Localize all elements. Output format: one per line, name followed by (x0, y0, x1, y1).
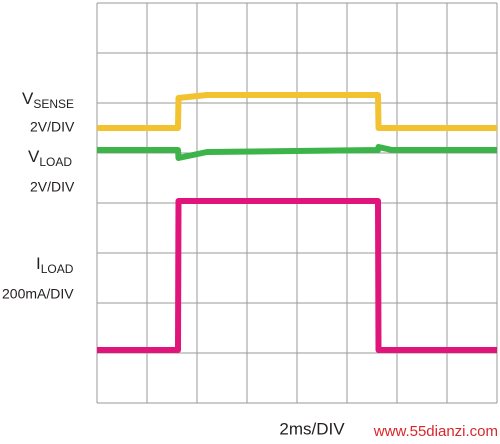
trace (97, 144, 497, 161)
watermark: www.55dianzi.com (373, 423, 498, 440)
channel-label: VLOAD (28, 147, 72, 169)
channel-symbol: V (22, 89, 34, 108)
trace (97, 198, 497, 353)
channel-subscript: LOAD (39, 155, 72, 169)
channel-label: ILOAD (36, 254, 74, 276)
channel-scale: 200mA/DIV (2, 286, 74, 302)
channel-scale: 2V/DIV (30, 119, 75, 135)
channel-symbol: V (28, 147, 40, 166)
x-axis-label: 2ms/DIV (279, 419, 345, 438)
channel-symbol: I (36, 254, 41, 273)
channel-label: VSENSE (22, 89, 74, 111)
channel-scale: 2V/DIV (30, 179, 75, 195)
channel-subscript: SENSE (33, 97, 74, 111)
channel-subscript: LOAD (41, 262, 74, 276)
trace (97, 92, 497, 131)
